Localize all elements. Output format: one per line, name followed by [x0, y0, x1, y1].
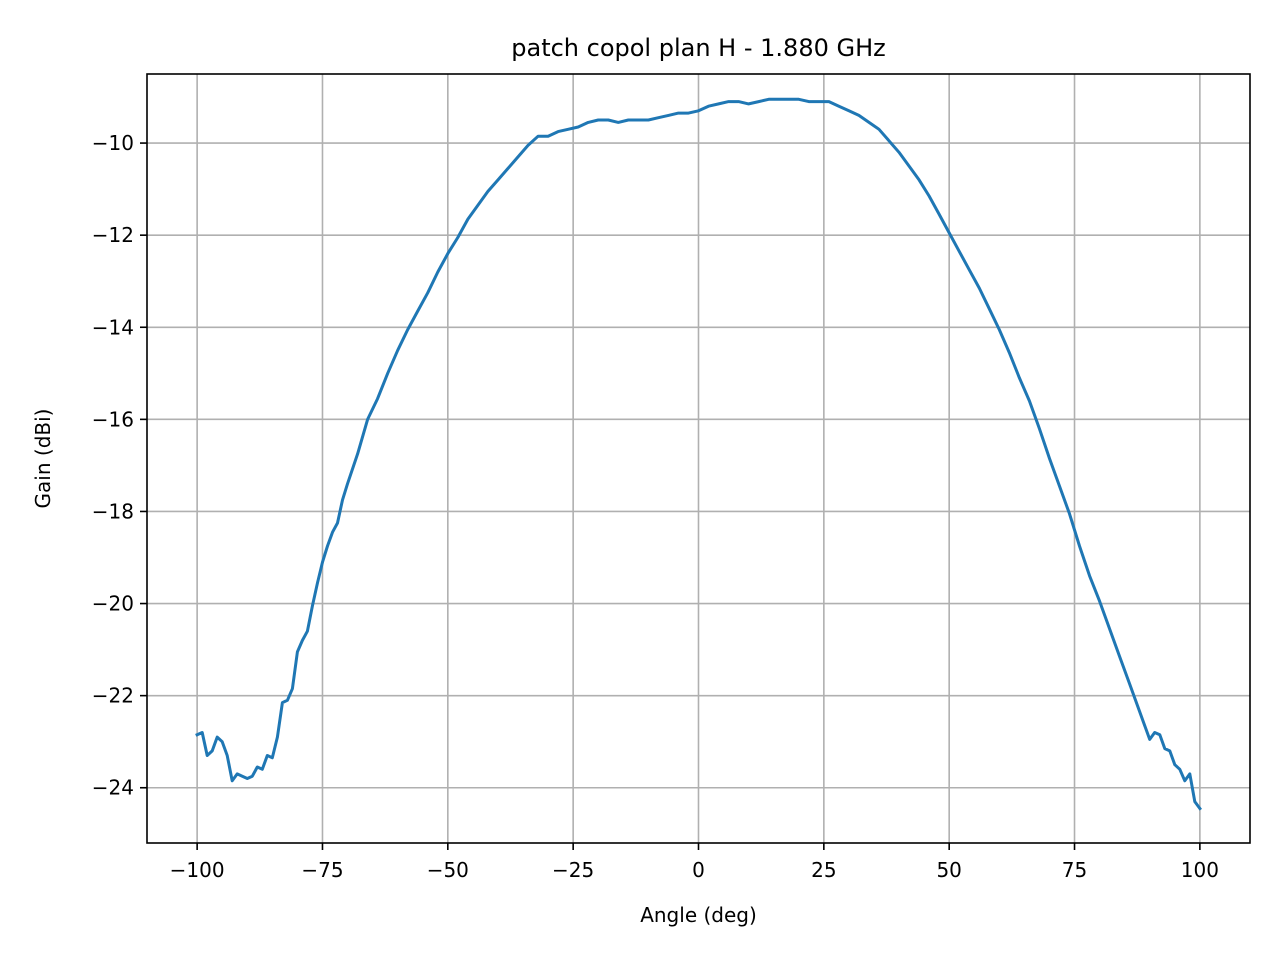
x-tick-label: −25 — [552, 858, 594, 882]
series-layer — [195, 97, 1202, 811]
x-tick-label: 50 — [936, 858, 961, 882]
y-tick-label: −24 — [92, 776, 134, 800]
x-tick-label: −50 — [427, 858, 469, 882]
y-tick-label: −10 — [92, 131, 134, 155]
chart-title: patch copol plan H - 1.880 GHz — [511, 34, 885, 62]
x-tick-label: −75 — [301, 858, 343, 882]
y-tick-label: −22 — [92, 684, 134, 708]
x-tick-label: −100 — [170, 858, 225, 882]
x-tick-label: 25 — [811, 858, 836, 882]
x-tick-label: 75 — [1062, 858, 1087, 882]
y-axis-label: Gain (dBi) — [31, 409, 55, 509]
y-tick-label: −14 — [92, 315, 134, 339]
y-tick-label: −20 — [92, 592, 134, 616]
axis-ticks: −100 −75 −50 −25 0 25 50 75 100 −24 −22 −20 −18 −16 −1… — [92, 131, 1219, 882]
grid-lines — [147, 74, 1250, 843]
y-tick-label: −12 — [92, 223, 134, 247]
x-tick-label: 0 — [692, 858, 705, 882]
x-tick-label: 100 — [1181, 858, 1219, 882]
series-line — [195, 97, 1202, 811]
x-axis-label: Angle (deg) — [640, 903, 757, 927]
y-tick-label: −18 — [92, 499, 134, 523]
y-tick-label: −16 — [92, 407, 134, 431]
